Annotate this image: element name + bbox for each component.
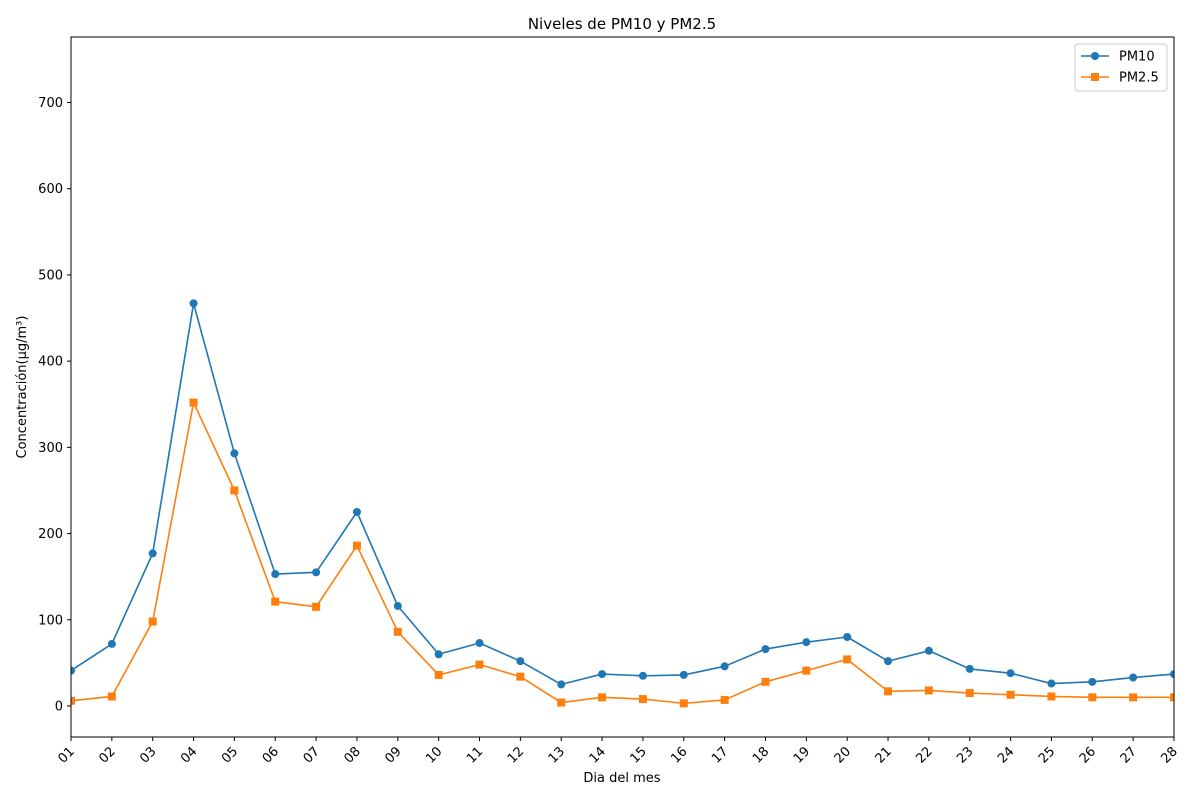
data-point-pm25 [516, 672, 525, 681]
data-point-pm10 [393, 601, 402, 610]
data-point-pm10 [1047, 679, 1056, 688]
data-point-pm25 [924, 686, 933, 695]
data-point-pm25 [679, 699, 688, 708]
y-tick-label: 600 [38, 182, 63, 197]
legend-marker-pm25 [1091, 73, 1099, 81]
data-point-pm10 [230, 449, 239, 458]
data-point-pm10 [720, 662, 729, 671]
data-point-pm10 [884, 657, 893, 666]
data-point-pm10 [924, 646, 933, 655]
data-point-pm25 [1006, 690, 1015, 699]
series-line-pm25 [71, 401, 1174, 705]
data-point-pm10 [148, 549, 157, 558]
data-point-pm25 [965, 689, 974, 698]
data-point-pm25 [189, 398, 198, 407]
legend: PM10 PM2.5 [1074, 43, 1168, 92]
data-point-pm25 [393, 627, 402, 636]
data-point-pm25 [598, 693, 607, 702]
legend-label-pm25: PM2.5 [1119, 71, 1159, 86]
data-point-pm25 [71, 696, 75, 705]
y-tick-label: 200 [38, 527, 63, 542]
data-point-pm25 [148, 617, 157, 626]
data-point-pm10 [475, 639, 484, 648]
data-point-pm25 [271, 597, 280, 606]
data-point-pm25 [720, 695, 729, 704]
data-point-pm25 [312, 602, 321, 611]
data-point-pm10 [312, 568, 321, 577]
data-point-pm10 [843, 633, 852, 641]
chart-title: Niveles de PM10 y PM2.5 [528, 15, 716, 33]
data-point-pm25 [638, 695, 647, 704]
data-point-pm10 [679, 670, 688, 679]
data-point-pm10 [71, 666, 75, 675]
series-pm10 [71, 299, 1174, 689]
data-point-pm10 [107, 639, 116, 648]
data-point-pm10 [1088, 677, 1097, 686]
series-line-pm10 [71, 302, 1174, 686]
data-point-pm25 [230, 486, 239, 495]
data-point-pm10 [1006, 669, 1015, 678]
data-point-pm10 [189, 299, 198, 308]
data-point-pm25 [1047, 692, 1056, 701]
data-point-pm25 [1170, 693, 1174, 702]
data-point-pm10 [434, 650, 443, 659]
data-point-pm25 [557, 698, 566, 707]
data-point-pm25 [1129, 693, 1138, 702]
data-point-pm10 [557, 680, 566, 689]
data-point-pm25 [1088, 693, 1097, 702]
data-point-pm25 [475, 660, 484, 669]
data-point-pm10 [638, 671, 647, 680]
y-tick-label: 100 [38, 613, 63, 628]
data-point-pm10 [1170, 670, 1174, 679]
data-point-pm25 [802, 666, 811, 675]
y-tick-label: 700 [38, 96, 63, 111]
data-point-pm10 [965, 664, 974, 673]
plot-frame [70, 36, 1175, 738]
data-point-pm10 [598, 670, 607, 679]
data-point-pm10 [761, 645, 770, 654]
y-tick-label: 0 [55, 699, 63, 714]
legend-label-pm10: PM10 [1119, 50, 1155, 65]
data-point-pm10 [1129, 673, 1138, 682]
data-point-pm10 [802, 638, 811, 647]
data-point-pm10 [352, 508, 361, 516]
x-axis-label: Dia del mes [583, 771, 660, 786]
series-pm25 [71, 398, 1174, 708]
data-point-pm25 [761, 677, 770, 686]
data-point-pm25 [434, 670, 443, 679]
y-axis-label: Concentración(µg/m³) [15, 316, 30, 459]
data-point-pm10 [516, 657, 525, 666]
data-point-pm25 [884, 687, 893, 696]
y-tick-label: 300 [38, 441, 63, 456]
data-point-pm25 [107, 692, 116, 701]
y-tick-label: 500 [38, 268, 63, 283]
data-point-pm10 [271, 570, 280, 579]
data-point-pm25 [843, 655, 852, 664]
legend-marker-pm10 [1091, 52, 1099, 60]
data-point-pm25 [352, 541, 361, 550]
y-tick-label: 400 [38, 355, 63, 370]
